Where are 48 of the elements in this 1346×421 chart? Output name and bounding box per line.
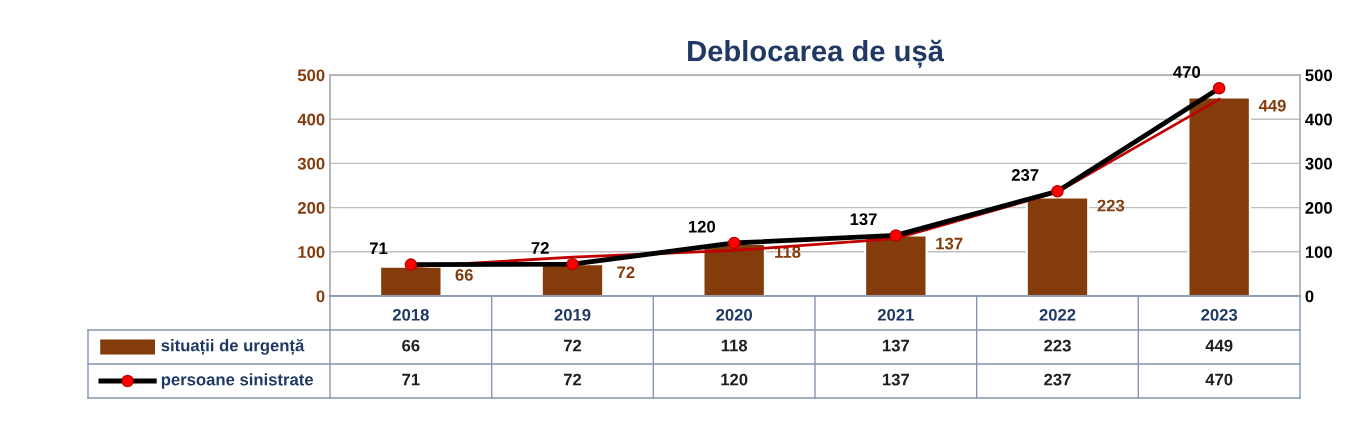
- bar: [379, 265, 443, 296]
- text: 71: [369, 242, 388, 255]
- y-tick-label: 500: [297, 69, 325, 82]
- text: 237: [1011, 169, 1039, 181]
- y2-tick-label: 0: [1305, 290, 1314, 303]
- x-tick-label: 2021: [877, 308, 914, 321]
- y-tick-label: 100: [298, 246, 325, 258]
- legend-label: situații de urgență: [161, 338, 305, 356]
- data-label: 137: [882, 373, 910, 386]
- text: 223: [1097, 199, 1125, 212]
- chart-title: Deblocarea de ușă: [688, 39, 945, 68]
- y2-tick-label: 200: [1305, 202, 1332, 214]
- y2-tick-label: 400: [1305, 113, 1332, 126]
- legend-label: persoane sinistrate: [161, 373, 314, 389]
- bar: [1187, 96, 1251, 296]
- x-tick-label: 2020: [716, 308, 753, 321]
- data-label: 66: [402, 339, 420, 352]
- data-label: 120: [721, 373, 748, 386]
- data-label: 72: [563, 339, 582, 352]
- text: 72: [617, 266, 635, 279]
- text: 66: [455, 269, 473, 281]
- x-tick-label: 2019: [554, 308, 591, 321]
- y-tick-label: 200: [297, 202, 325, 214]
- y-tick-label: 400: [297, 113, 325, 126]
- y-tick-label: 0: [316, 290, 325, 303]
- text: 137: [850, 213, 877, 226]
- text: 137: [936, 237, 963, 250]
- y2-tick-label: 300: [1305, 157, 1332, 170]
- y-tick-label: 300: [297, 157, 325, 170]
- data-label: 72: [563, 373, 582, 386]
- y2-tick-label: 100: [1305, 246, 1332, 258]
- x-tick-label: 2023: [1201, 308, 1238, 321]
- text: 449: [1258, 99, 1286, 112]
- bar: [864, 234, 928, 296]
- data-label: 223: [1044, 339, 1071, 352]
- text: 470: [1173, 66, 1201, 78]
- text: 72: [531, 242, 549, 254]
- bar: [1025, 196, 1090, 296]
- text: 120: [688, 220, 716, 233]
- x-tick-label: 2022: [1039, 308, 1076, 321]
- data-label: 237: [1044, 373, 1071, 386]
- data-label: 470: [1205, 373, 1233, 386]
- x-tick-label: 2018: [392, 308, 429, 321]
- y2-tick-label: 500: [1305, 69, 1332, 82]
- data-label: 449: [1205, 339, 1233, 352]
- data-label: 118: [721, 339, 748, 352]
- data-label: 137: [882, 339, 910, 352]
- data-label: 71: [402, 373, 420, 386]
